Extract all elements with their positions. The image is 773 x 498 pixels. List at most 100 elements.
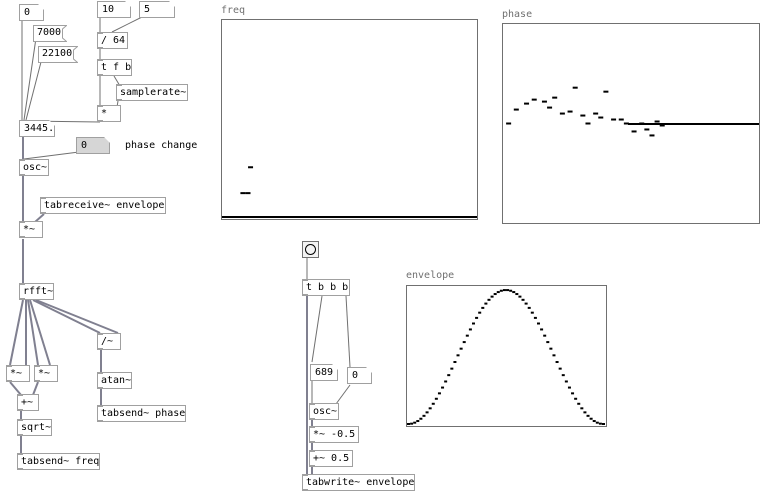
freq-point xyxy=(248,166,254,169)
envelope-point xyxy=(450,367,454,370)
number-box-0[interactable]: 0 xyxy=(19,4,44,21)
envelope-point xyxy=(518,295,522,298)
phase-point xyxy=(513,108,519,111)
envelope-point xyxy=(465,334,469,337)
envelope-point xyxy=(416,420,420,423)
envelope-point xyxy=(428,407,432,410)
message-22100-label: 22100 xyxy=(42,48,73,59)
envelope-point xyxy=(490,295,494,298)
envelope-point xyxy=(496,291,500,294)
envelope-point xyxy=(407,423,410,425)
object-signal-multiply[interactable]: *~ xyxy=(19,221,43,238)
envelope-point xyxy=(574,397,578,400)
object-tabsend-freq[interactable]: tabsend~ freq xyxy=(17,453,100,470)
envelope-point xyxy=(549,347,553,350)
phase-point xyxy=(541,100,547,103)
envelope-point xyxy=(592,420,596,423)
object-multiply-neg-half[interactable]: *~ -0.5 xyxy=(309,426,359,443)
graph-label-phase: phase xyxy=(502,9,533,20)
envelope-point xyxy=(413,421,417,424)
object-t-b-b-b[interactable]: t b b b xyxy=(302,279,350,296)
envelope-point xyxy=(577,402,581,405)
graph-label-envelope: envelope xyxy=(406,270,455,281)
freq-point xyxy=(240,192,246,195)
envelope-point xyxy=(472,322,475,325)
object-signal-add[interactable]: +~ xyxy=(17,394,39,411)
object-osc[interactable]: osc~ xyxy=(19,159,49,176)
number-box-5[interactable]: 5 xyxy=(139,1,175,18)
envelope-point xyxy=(537,322,540,325)
envelope-point xyxy=(515,293,519,296)
graph-freq[interactable] xyxy=(221,19,478,220)
envelope-point xyxy=(487,298,491,301)
envelope-point xyxy=(524,302,528,305)
message-7000[interactable]: 7000 xyxy=(33,25,67,42)
object-div-64[interactable]: / 64 xyxy=(97,32,128,49)
phase-point xyxy=(618,118,624,121)
envelope-point xyxy=(434,397,438,400)
number-box-689[interactable]: 689 xyxy=(310,364,338,381)
object-rfft[interactable]: rfft~ xyxy=(19,283,54,300)
envelope-point xyxy=(567,386,571,389)
freq-plot xyxy=(222,166,477,218)
envelope-point xyxy=(447,374,451,377)
phase-point xyxy=(603,90,609,93)
envelope-point xyxy=(543,334,547,337)
object-add-half[interactable]: +~ 0.5 xyxy=(309,450,353,467)
object-tabsend-phase[interactable]: tabsend~ phase xyxy=(97,405,186,422)
number-box-0b[interactable]: 0 xyxy=(347,367,372,384)
message-7000-label: 7000 xyxy=(37,27,62,38)
object-t-f-b[interactable]: t f b xyxy=(97,59,132,76)
number-box-frequency[interactable]: 3445. xyxy=(19,120,55,137)
envelope-point xyxy=(583,411,587,414)
envelope-point xyxy=(509,289,513,292)
object-signal-multiply-a[interactable]: *~ xyxy=(6,365,30,382)
envelope-point xyxy=(444,380,448,383)
phase-point xyxy=(524,102,530,105)
phase-point xyxy=(659,124,665,127)
phase-change-comment: phase change xyxy=(125,140,198,151)
envelope-point xyxy=(558,367,562,370)
envelope-point xyxy=(506,289,510,292)
phase-point xyxy=(552,96,558,99)
object-osc-2[interactable]: osc~ xyxy=(309,403,339,420)
phase-point xyxy=(559,112,565,115)
envelope-point xyxy=(589,417,593,420)
phase-point xyxy=(593,112,599,115)
phase-point xyxy=(639,122,645,125)
envelope-point xyxy=(552,354,556,357)
bang-button[interactable] xyxy=(302,241,319,258)
envelope-point xyxy=(512,291,516,294)
phase-point xyxy=(567,110,573,113)
envelope-point xyxy=(478,311,482,314)
graph-phase[interactable] xyxy=(502,23,760,224)
envelope-point xyxy=(456,354,460,357)
number-box-phase[interactable]: 0 xyxy=(76,137,110,154)
phase-point xyxy=(580,114,586,117)
object-tabwrite-envelope[interactable]: tabwrite~ envelope xyxy=(302,474,415,491)
envelope-point xyxy=(459,347,463,350)
envelope-point xyxy=(437,392,441,395)
object-tabreceive-envelope[interactable]: tabreceive~ envelope xyxy=(40,197,166,214)
phase-point xyxy=(654,120,660,123)
object-sqrt[interactable]: sqrt~ xyxy=(17,419,52,436)
object-multiply[interactable]: * xyxy=(97,105,121,122)
envelope-point xyxy=(425,411,429,414)
envelope-point xyxy=(441,386,445,389)
envelope-point xyxy=(602,423,605,425)
envelope-point xyxy=(564,380,568,383)
envelope-point xyxy=(453,361,457,364)
graph-envelope[interactable] xyxy=(406,285,607,427)
phase-point xyxy=(585,122,591,125)
envelope-point xyxy=(468,328,472,331)
object-samplerate[interactable]: samplerate~ xyxy=(116,84,188,101)
phase-point xyxy=(531,98,537,101)
number-box-10[interactable]: 10 xyxy=(97,1,131,18)
phase-point xyxy=(598,116,604,119)
envelope-point xyxy=(462,341,466,344)
object-atan[interactable]: atan~ xyxy=(97,372,132,389)
message-22100[interactable]: 22100 xyxy=(38,46,78,63)
object-signal-divide[interactable]: /~ xyxy=(97,333,121,350)
object-signal-multiply-b[interactable]: *~ xyxy=(34,365,58,382)
